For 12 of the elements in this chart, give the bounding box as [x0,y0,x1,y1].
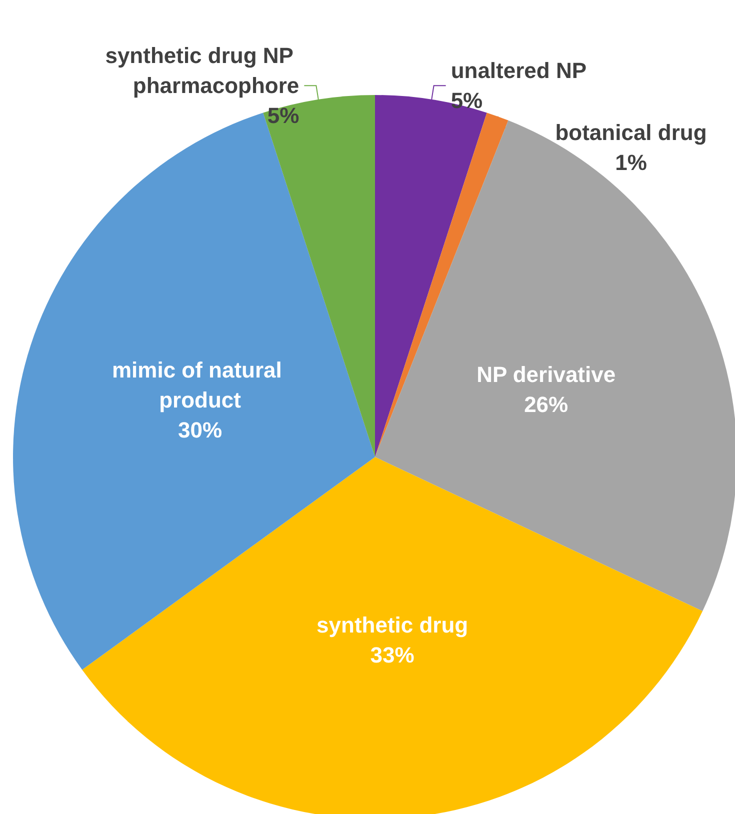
data-label: 33% [370,642,414,668]
data-label: 30% [178,418,222,443]
data-label: 1% [615,150,647,176]
slice-label: synthetic drug [316,612,468,638]
data-label: 26% [524,392,568,417]
slice-label: mimic of natural product [112,358,288,413]
legend-label: botanical drug [555,120,707,146]
slice-label: NP derivative [476,362,616,387]
data-label: 5% [267,103,300,128]
slice-label: synthetic drug NP pharmacophore [105,43,300,98]
slice-label: unaltered NP [450,58,587,84]
data-label: 5% [450,88,483,114]
